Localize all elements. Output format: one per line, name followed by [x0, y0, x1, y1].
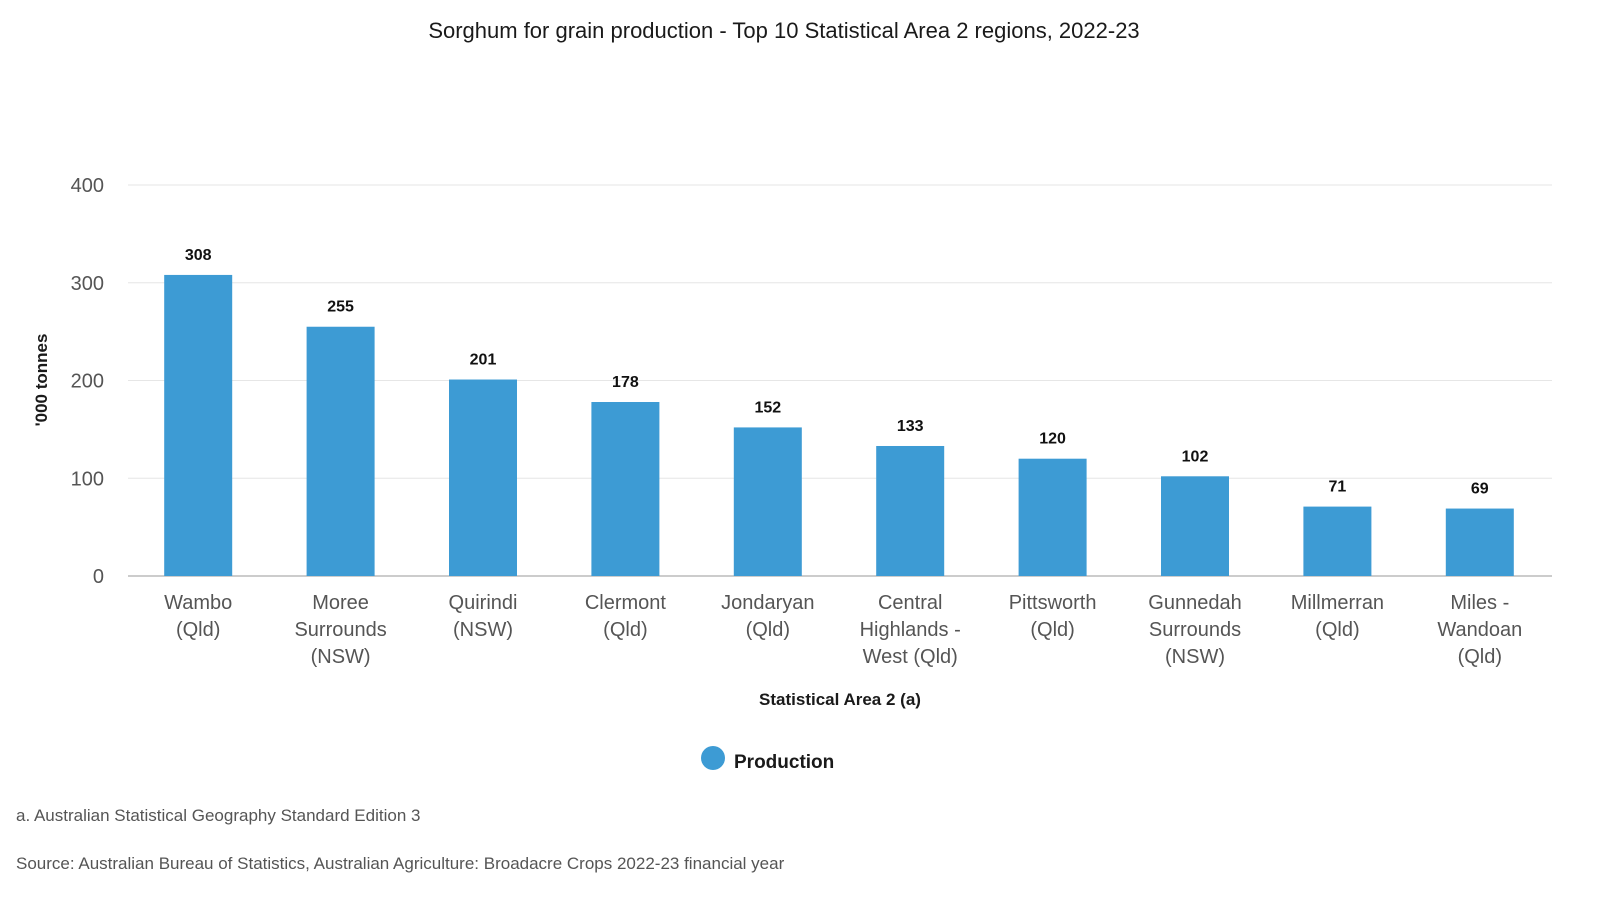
- data-label: 152: [754, 399, 781, 416]
- data-label: 133: [897, 418, 924, 435]
- bar[interactable]: [591, 402, 660, 576]
- bar[interactable]: [876, 445, 945, 576]
- bar[interactable]: [733, 427, 802, 576]
- x-category-label: Millmerran (Qld): [1291, 592, 1384, 641]
- x-category-label: Moree Surrounds (NSW): [294, 592, 386, 668]
- x-category-label: Clermont (Qld): [585, 592, 667, 641]
- y-axis-title: '000 tonnes: [32, 334, 51, 427]
- x-category-label: Wambo (Qld): [164, 592, 232, 641]
- bar[interactable]: [1161, 476, 1229, 576]
- y-tick-label: 400: [71, 175, 104, 197]
- y-tick-label: 0: [93, 566, 104, 588]
- y-tick-label: 200: [71, 371, 104, 393]
- bar[interactable]: [1303, 506, 1372, 576]
- x-axis-categories: Wambo (Qld) Moree Surrounds (NSW) Quirindi (NS…: [164, 592, 1522, 668]
- bars: [164, 274, 1514, 576]
- data-label: 308: [185, 247, 212, 264]
- data-label: 69: [1471, 481, 1489, 498]
- y-tick-label: 100: [71, 468, 104, 490]
- data-label: 201: [470, 352, 497, 369]
- bar[interactable]: [306, 326, 375, 576]
- data-label: 71: [1329, 479, 1347, 496]
- x-category-label: Jondaryan (Qld): [721, 592, 814, 641]
- bar[interactable]: [164, 274, 233, 576]
- data-label: 102: [1182, 448, 1209, 465]
- bar[interactable]: [449, 379, 517, 576]
- chart-title: Sorghum for grain production - Top 10 St…: [428, 18, 1139, 43]
- x-axis-title: Statistical Area 2 (a): [759, 690, 921, 709]
- y-tick-label: 300: [71, 273, 104, 295]
- bar[interactable]: [1445, 508, 1514, 576]
- x-category-label: Quirindi (NSW): [449, 592, 518, 641]
- bar[interactable]: [1018, 458, 1087, 576]
- x-category-label: Pittsworth (Qld): [1009, 592, 1097, 641]
- legend[interactable]: Production: [701, 746, 834, 773]
- x-category-label: Miles -Wandoan (Qld): [1437, 592, 1522, 668]
- y-axis-ticks: 0 100 200 300 400: [71, 175, 104, 588]
- data-label: 178: [612, 374, 639, 391]
- x-category-label: Gunnedah Surrounds (NSW): [1148, 592, 1241, 668]
- x-category-label: Central Highlands -West (Qld): [860, 592, 961, 668]
- source-note: Source: Australian Bureau of Statistics,…: [16, 854, 785, 873]
- footnote: a. Australian Statistical Geography Stan…: [16, 806, 421, 825]
- legend-label-production: Production: [734, 752, 834, 773]
- data-label: 255: [327, 299, 354, 316]
- legend-marker-icon: [701, 746, 725, 770]
- data-label: 120: [1039, 431, 1066, 448]
- data-labels: 308 255 201 178 152 133 120 102 71 69: [185, 247, 1489, 498]
